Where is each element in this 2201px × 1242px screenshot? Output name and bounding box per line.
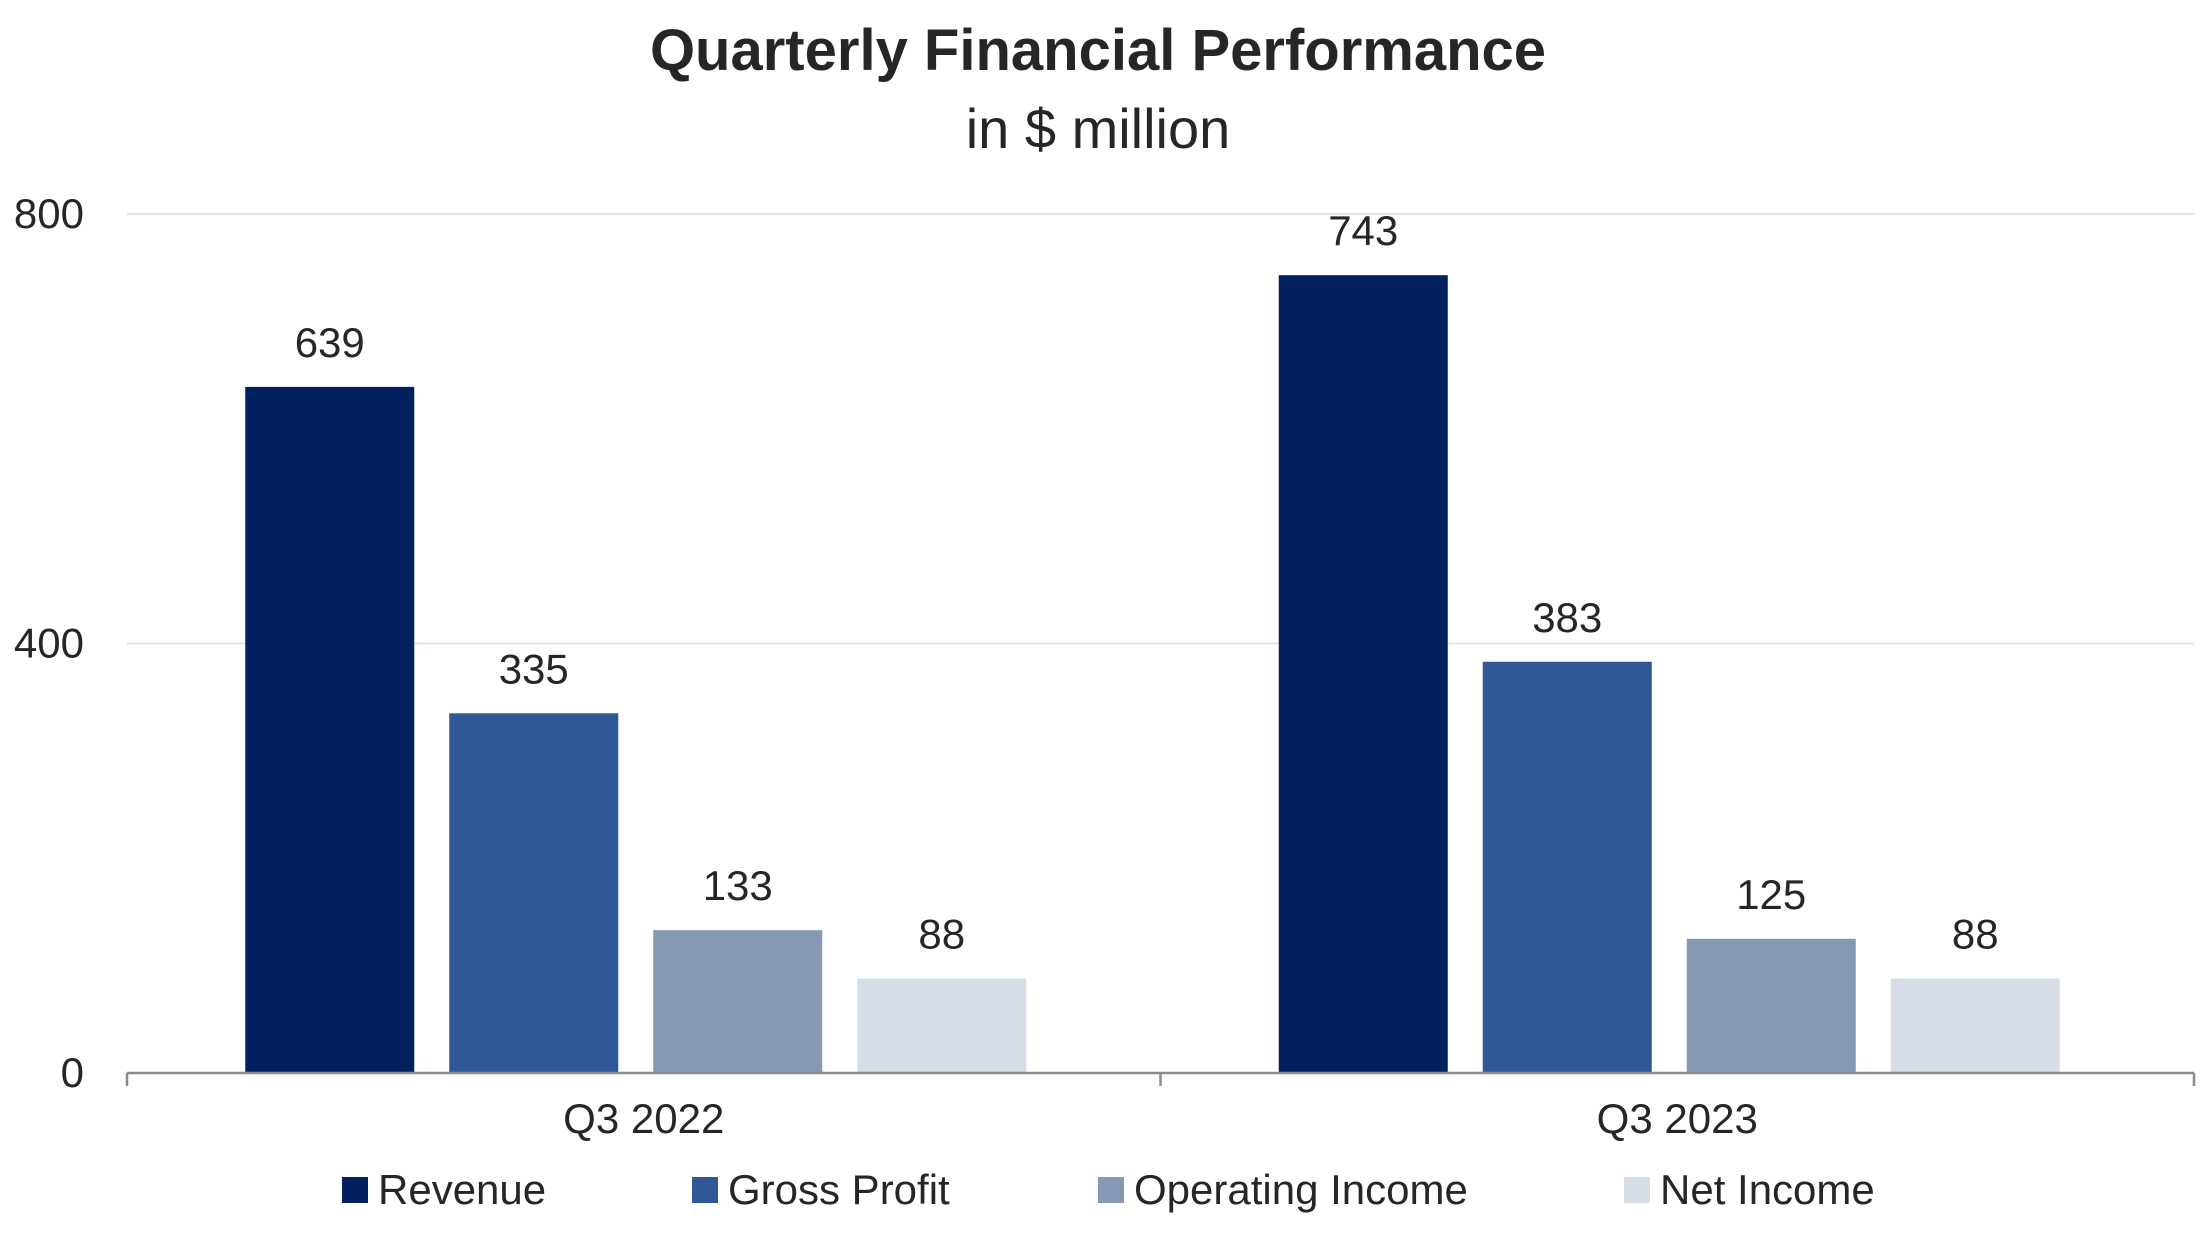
legend-swatch-gross-profit [692,1177,718,1203]
x-tick-label-q3-2022: Q3 2022 [563,1095,724,1142]
legend-swatch-revenue [342,1177,368,1203]
legend-swatch-operating-income [1098,1177,1124,1203]
bar-revenue-q3-2023 [1278,275,1448,1073]
data-label-revenue-q3-2023: 743 [1328,207,1398,254]
y-tick-label-400: 400 [14,620,84,667]
y-tick-label-800: 800 [14,190,84,237]
x-axis: Q3 2022 Q3 2023 [125,1071,2196,1142]
bar-operating-income-q3-2023 [1686,938,1856,1073]
bar-net-income-q3-2023 [1890,978,2060,1073]
data-label-gross-profit-q3-2022: 335 [499,645,569,692]
gridlines [127,213,2194,645]
bar-revenue-q3-2022 [245,386,415,1073]
legend-label-net-income: Net Income [1660,1166,1875,1213]
bar-operating-income-q3-2022 [653,930,823,1073]
legend-label-operating-income: Operating Income [1134,1166,1468,1213]
bar-gross-profit-q3-2023 [1482,661,1652,1073]
legend: Revenue Gross Profit Operating Income Net I… [342,1166,1875,1213]
bar-net-income-q3-2022 [857,978,1027,1073]
chart-title: Quarterly Financial Performance [650,18,1546,83]
data-label-operating-income-q3-2023: 125 [1736,871,1806,918]
data-label-net-income-q3-2023: 88 [1952,911,1999,958]
bars [245,275,2060,1073]
data-labels: 639 335 133 88 743 383 125 88 [295,207,1999,957]
bar-gross-profit-q3-2022 [449,713,619,1073]
x-tick-label-q3-2023: Q3 2023 [1597,1095,1758,1142]
chart-subtitle: in $ million [966,97,1231,160]
data-label-operating-income-q3-2022: 133 [703,862,773,909]
y-axis-ticks: 0 400 800 [14,190,84,1096]
legend-label-revenue: Revenue [378,1166,546,1213]
legend-label-gross-profit: Gross Profit [728,1166,950,1213]
y-tick-label-0: 0 [61,1049,84,1096]
data-label-net-income-q3-2022: 88 [918,911,965,958]
data-label-revenue-q3-2022: 639 [295,319,365,366]
legend-swatch-net-income [1624,1177,1650,1203]
data-label-gross-profit-q3-2023: 383 [1532,594,1602,641]
